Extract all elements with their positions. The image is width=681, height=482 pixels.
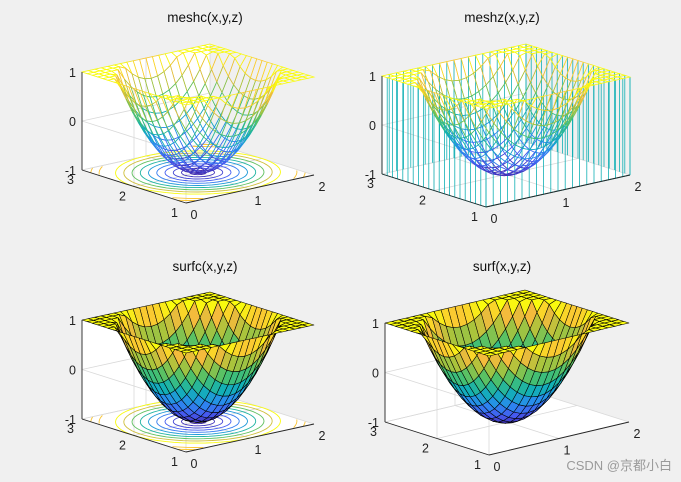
y-tick-label: 1 [171,206,178,220]
contour-line [303,421,306,427]
z-tick-label: -1 [368,416,379,430]
contour-line [123,152,273,193]
y-axis-line [381,173,487,208]
x-tick-label: 2 [319,180,326,194]
y-tick-label: 2 [119,439,126,453]
mesh-cell [300,74,316,79]
x-axis-line [485,174,631,208]
x-tick-label: 2 [635,180,642,194]
contour-line [303,172,306,178]
x-axis-line [185,423,315,453]
z-tick-label: -1 [365,168,376,182]
y-tick-label: 1 [471,210,478,224]
z-tick-label: 1 [69,314,76,328]
z-tick-label: 0 [69,364,76,378]
contour-line [172,165,224,180]
y-tick-label: 1 [171,455,178,469]
y-tick-label: 2 [119,190,126,204]
y-axis-line [81,418,187,453]
contour-line [172,446,204,448]
y-tick-label: 3 [67,173,74,187]
y-tick-label: 2 [422,442,429,456]
z-tick-label: -1 [65,164,76,178]
y-tick-label: 3 [370,425,377,439]
x-tick-label: 0 [191,208,198,222]
surface-patch [616,321,630,325]
contour-line [90,167,93,173]
contour-line [98,166,103,175]
x-tick-label: 1 [564,444,571,458]
contour-line [148,159,248,186]
z-tick-label: -1 [65,413,76,427]
x-tick-label: 2 [634,427,641,441]
z-tick-label: 0 [369,119,376,133]
z-tick-label: 1 [69,66,76,80]
x-tick-label: 0 [491,212,498,226]
contour-line [131,154,265,191]
z-tick-label: 1 [369,70,376,84]
z-tick-label: 0 [69,115,76,129]
x-tick-label: 1 [255,194,262,208]
y-tick-label: 3 [67,422,74,436]
subplot-title: surfc(x,y,z) [173,259,238,274]
contour-line [172,197,204,199]
z-tick-label: 0 [372,367,379,381]
contour-line [98,415,103,424]
contour-line [181,167,215,178]
y-axis-line [384,421,490,456]
y-tick-label: 3 [367,177,374,191]
subplot-title: meshz(x,y,z) [464,10,540,25]
x-tick-label: 1 [563,196,570,210]
y-tick-label: 2 [419,194,426,208]
x-tick-label: 0 [191,457,198,471]
subplot-title: meshc(x,y,z) [167,10,243,25]
y-tick-label: 1 [474,458,481,472]
x-tick-label: 2 [319,429,326,443]
z-tick-label: 1 [372,317,379,331]
contour-line [90,416,93,422]
mesh-cell [616,74,632,79]
x-tick-label: 1 [255,443,262,457]
surface-patch [302,323,315,327]
wall-grid-line [81,120,187,155]
x-axis-line [185,174,315,204]
x-axis-line [488,421,630,456]
watermark: CSDN @京都小白 [566,458,672,473]
contour-line [164,163,232,182]
x-tick-label: 0 [494,460,501,474]
contour-line [293,170,298,179]
y-axis-line [81,169,187,204]
contour-line [293,419,298,428]
subplot-title: surf(x,y,z) [473,259,531,274]
